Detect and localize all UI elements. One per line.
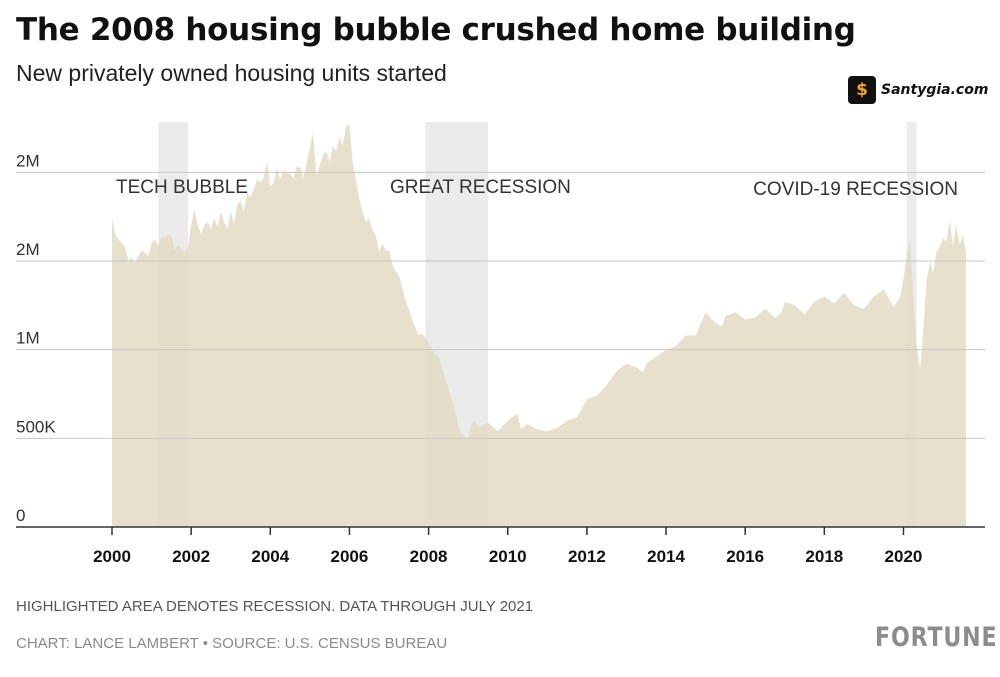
housing-starts-area — [112, 124, 966, 527]
x-tick-label-0: 2000 — [93, 547, 131, 566]
x-tick-label-9: 2018 — [805, 547, 843, 566]
watermark-text: Santygia.com — [881, 82, 989, 98]
y-tick-label-2: 1M — [16, 329, 40, 348]
y-tick-label-0: 0 — [16, 506, 25, 525]
dollar-logo-icon: $ — [848, 76, 876, 104]
x-tick-label-3: 2006 — [331, 547, 369, 566]
chart-credit: CHART: LANCE LAMBERT • SOURCE: U.S. CENS… — [16, 635, 448, 652]
recession-label-2: COVID-19 RECESSION — [753, 179, 958, 200]
axes: 0 500K 1M 2M 2M 2000 2002 2004 2006 2008 2010 2012 2… — [16, 151, 985, 566]
x-tick-label-1: 2002 — [172, 547, 210, 566]
x-tick-label-7: 2014 — [647, 547, 685, 566]
gridlines — [16, 171, 985, 439]
x-tick-label-5: 2010 — [489, 547, 527, 566]
y-tick-label-3: 2M — [16, 240, 40, 259]
y-tick-label-1: 500K — [16, 417, 56, 436]
watermark[interactable]: $ Santygia.com — [848, 76, 988, 104]
recession-labels: TECH BUBBLE GREAT RECESSION COVID-19 RECES… — [116, 177, 958, 200]
area-series — [112, 124, 966, 527]
x-tick-label-10: 2020 — [885, 547, 923, 566]
recession-label-1: GREAT RECESSION — [390, 177, 571, 198]
chart-subtitle: New privately owned housing units starte… — [16, 60, 447, 86]
x-tick-label-2: 2004 — [251, 547, 289, 566]
chart-title: The 2008 housing bubble crushed home bui… — [16, 12, 856, 48]
x-tick-label-4: 2008 — [410, 547, 448, 566]
recession-label-0: TECH BUBBLE — [116, 177, 248, 198]
fortune-logo: FORTUNE — [875, 622, 998, 653]
y-tick-label-4: 2M — [16, 151, 40, 170]
footnote: HIGHLIGHTED AREA DENOTES RECESSION. DATA… — [16, 598, 534, 615]
x-tick-label-8: 2016 — [726, 547, 764, 566]
x-tick-label-6: 2012 — [568, 547, 606, 566]
